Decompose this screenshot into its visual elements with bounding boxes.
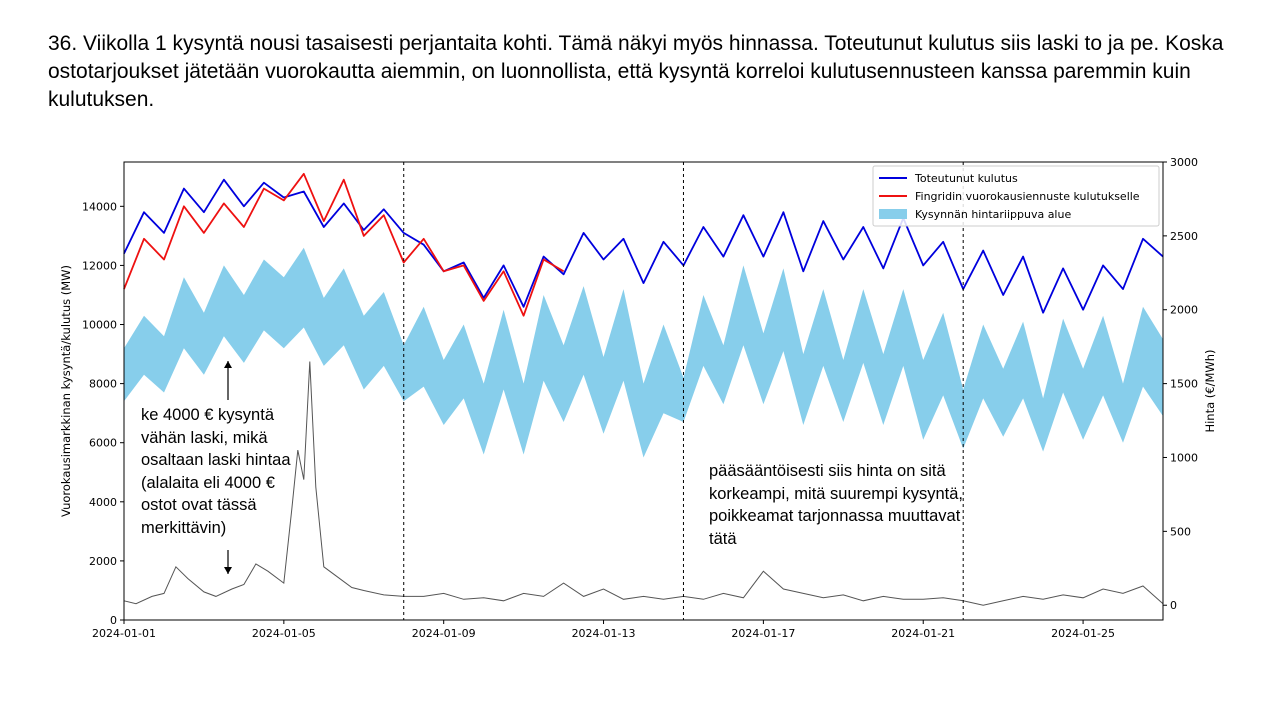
annotation-left: ke 4000 € kysyntä vähän laski, mikä osal… xyxy=(141,406,291,537)
legend: Toteutunut kulutus Fingridin vuorokausien… xyxy=(872,165,1160,227)
series-consumption-line xyxy=(123,178,1164,314)
arrow-head xyxy=(224,567,232,574)
x-tick-label: 2024-01-17 xyxy=(731,627,795,640)
plot-frame xyxy=(123,161,1164,621)
series-forecast-line xyxy=(123,172,565,317)
y-axis-label: Vuorokausimarkkinan kysyntä/kulutus (MW) xyxy=(59,265,73,517)
band-layer xyxy=(124,247,1163,458)
y-tick-label: 0 xyxy=(110,614,117,627)
y-tick-label: 12000 xyxy=(82,259,117,272)
x-tick-label: 2024-01-05 xyxy=(252,627,316,640)
price-layer xyxy=(123,361,1164,606)
axes-layer: 0 2000 4000 6000 8000 10000 12000 14000 0 500 1000… xyxy=(59,156,1217,640)
vlines-layer xyxy=(403,162,964,620)
y2-tick-label: 0 xyxy=(1170,599,1177,612)
legend-box xyxy=(872,165,1160,227)
legend-label: Fingridin vuorokausiennuste kulutukselle xyxy=(915,190,1140,203)
annotation-right: pääsääntöisesti siis hinta on sitä korke… xyxy=(709,462,964,548)
y2-tick-label: 1000 xyxy=(1170,451,1198,464)
x-tick-label: 2024-01-09 xyxy=(412,627,476,640)
arrow-down xyxy=(224,550,232,574)
y2-axis-label: Hinta (€/MWh) xyxy=(1203,349,1217,432)
y-tick-label: 6000 xyxy=(89,437,117,450)
legend-swatch xyxy=(879,209,907,219)
y-tick-label: 2000 xyxy=(89,555,117,568)
series-band-area xyxy=(124,247,1163,458)
y-tick-label: 10000 xyxy=(82,319,117,332)
arrow-head xyxy=(224,361,232,368)
y2-tick-label: 2000 xyxy=(1170,304,1198,317)
lines-layer xyxy=(123,172,1164,317)
y2-tick-label: 1500 xyxy=(1170,378,1198,391)
y2-tick-label: 2500 xyxy=(1170,230,1198,243)
legend-label: Toteutunut kulutus xyxy=(914,172,1018,185)
y2-tick-label: 500 xyxy=(1170,525,1191,538)
y-tick-label: 14000 xyxy=(82,200,117,213)
series-price-line xyxy=(123,361,1164,606)
slide-title: 36. Viikolla 1 kysyntä nousi tasaisesti … xyxy=(48,32,1224,111)
arrow-up xyxy=(224,361,232,400)
x-tick-label: 2024-01-25 xyxy=(1051,627,1115,640)
y2-tick-label: 3000 xyxy=(1170,156,1198,169)
y-tick-label: 8000 xyxy=(89,378,117,391)
y-tick-label: 4000 xyxy=(89,496,117,509)
x-tick-label: 2024-01-21 xyxy=(891,627,955,640)
x-tick-label: 2024-01-01 xyxy=(92,627,156,640)
legend-label: Kysynnän hintariippuva alue xyxy=(915,208,1071,221)
x-tick-label: 2024-01-13 xyxy=(572,627,636,640)
